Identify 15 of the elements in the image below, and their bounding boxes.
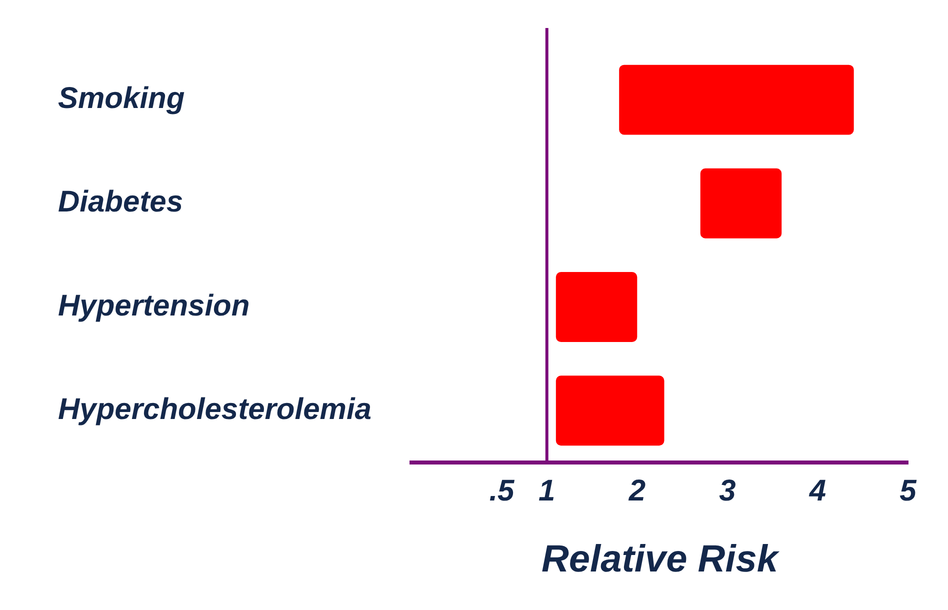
x-axis-title: Relative Risk bbox=[541, 538, 780, 581]
y-tick-label: Hypertension bbox=[58, 289, 250, 322]
x-tick-label: 5 bbox=[900, 474, 918, 508]
y-tick-label: Hypercholesterolemia bbox=[58, 392, 372, 426]
bar bbox=[700, 168, 782, 238]
bar bbox=[619, 64, 854, 135]
x-tick-label: 1 bbox=[538, 474, 556, 508]
x-tick-label: 2 bbox=[628, 474, 646, 508]
bar bbox=[556, 272, 638, 342]
x-tick-label: 3 bbox=[719, 474, 736, 508]
x-tick-label: 4 bbox=[808, 474, 826, 508]
bar bbox=[556, 376, 664, 446]
y-tick-label: Diabetes bbox=[58, 186, 184, 219]
y-tick-label: Smoking bbox=[58, 82, 185, 116]
x-tick-label: .5 bbox=[489, 474, 516, 508]
